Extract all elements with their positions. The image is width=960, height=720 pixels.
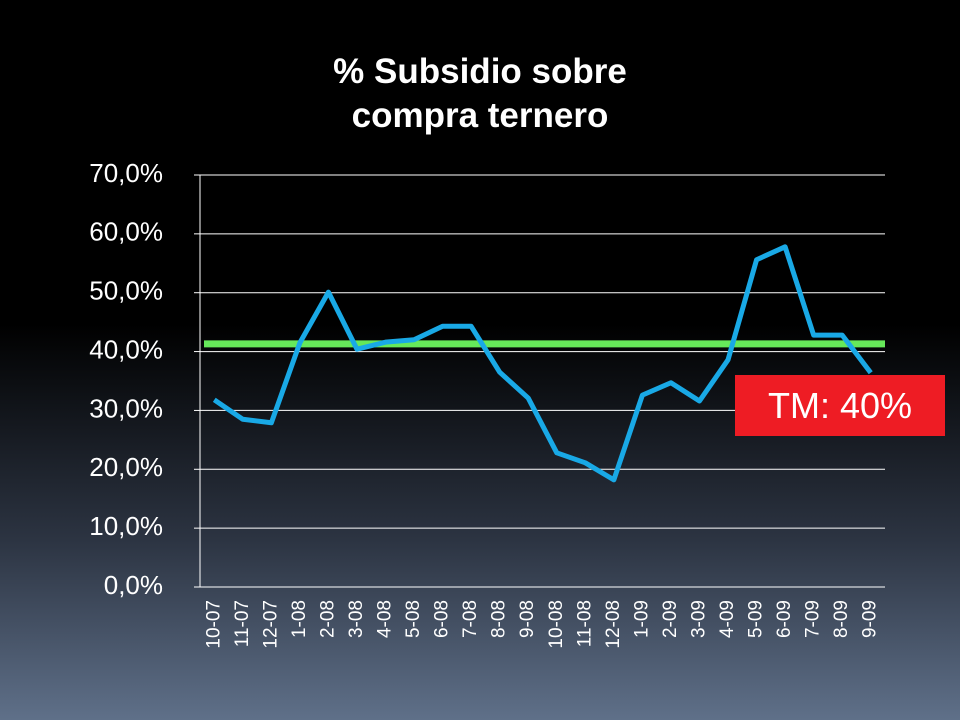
x-tick-label: 2-09: [660, 600, 681, 638]
x-tick-label: 6-09: [774, 600, 795, 638]
y-tick-label: 20,0%: [89, 452, 163, 482]
y-tick-label: 30,0%: [89, 393, 163, 423]
x-tick-label: 1-08: [289, 600, 310, 638]
y-tick-label: 0,0%: [104, 570, 163, 600]
data-line: [212, 244, 873, 483]
x-tick-label: 12-07: [260, 600, 281, 649]
x-tick-label: 6-08: [432, 600, 453, 638]
x-tick-label: 5-09: [746, 600, 767, 638]
x-tick-label: 10-07: [203, 600, 224, 649]
y-tick-label: 40,0%: [89, 334, 163, 364]
x-tick-label: 8-08: [489, 600, 510, 638]
x-tick-label: 9-08: [517, 600, 538, 638]
x-tick-label: 3-09: [688, 600, 709, 638]
x-tick-label: 4-08: [375, 600, 396, 638]
x-tick-label: 11-07: [232, 600, 253, 647]
x-tick-label: 12-08: [603, 600, 624, 649]
x-tick-label: 3-08: [346, 600, 367, 638]
x-tick-label: 7-08: [460, 600, 481, 638]
x-tick-label: 10-08: [546, 600, 567, 649]
annotation: TM: 40%: [735, 375, 945, 436]
y-tick-label: 60,0%: [89, 217, 163, 247]
x-tick-label: 7-09: [803, 600, 824, 638]
chart-title: % Subsidio sobre compra ternero: [333, 52, 627, 135]
x-tick-label: 5-08: [403, 600, 424, 638]
y-tick-label: 70,0%: [89, 158, 163, 188]
x-tick-label: 11-08: [574, 600, 595, 647]
x-tick-label: 1-09: [631, 600, 652, 638]
x-tick-label: 8-09: [831, 600, 852, 638]
y-tick-label: 10,0%: [89, 511, 163, 541]
x-tick-label: 2-08: [317, 600, 338, 638]
x-tick-label: 4-09: [717, 600, 738, 638]
x-tick-label: 9-09: [860, 600, 881, 638]
y-tick-label: 50,0%: [89, 276, 163, 306]
